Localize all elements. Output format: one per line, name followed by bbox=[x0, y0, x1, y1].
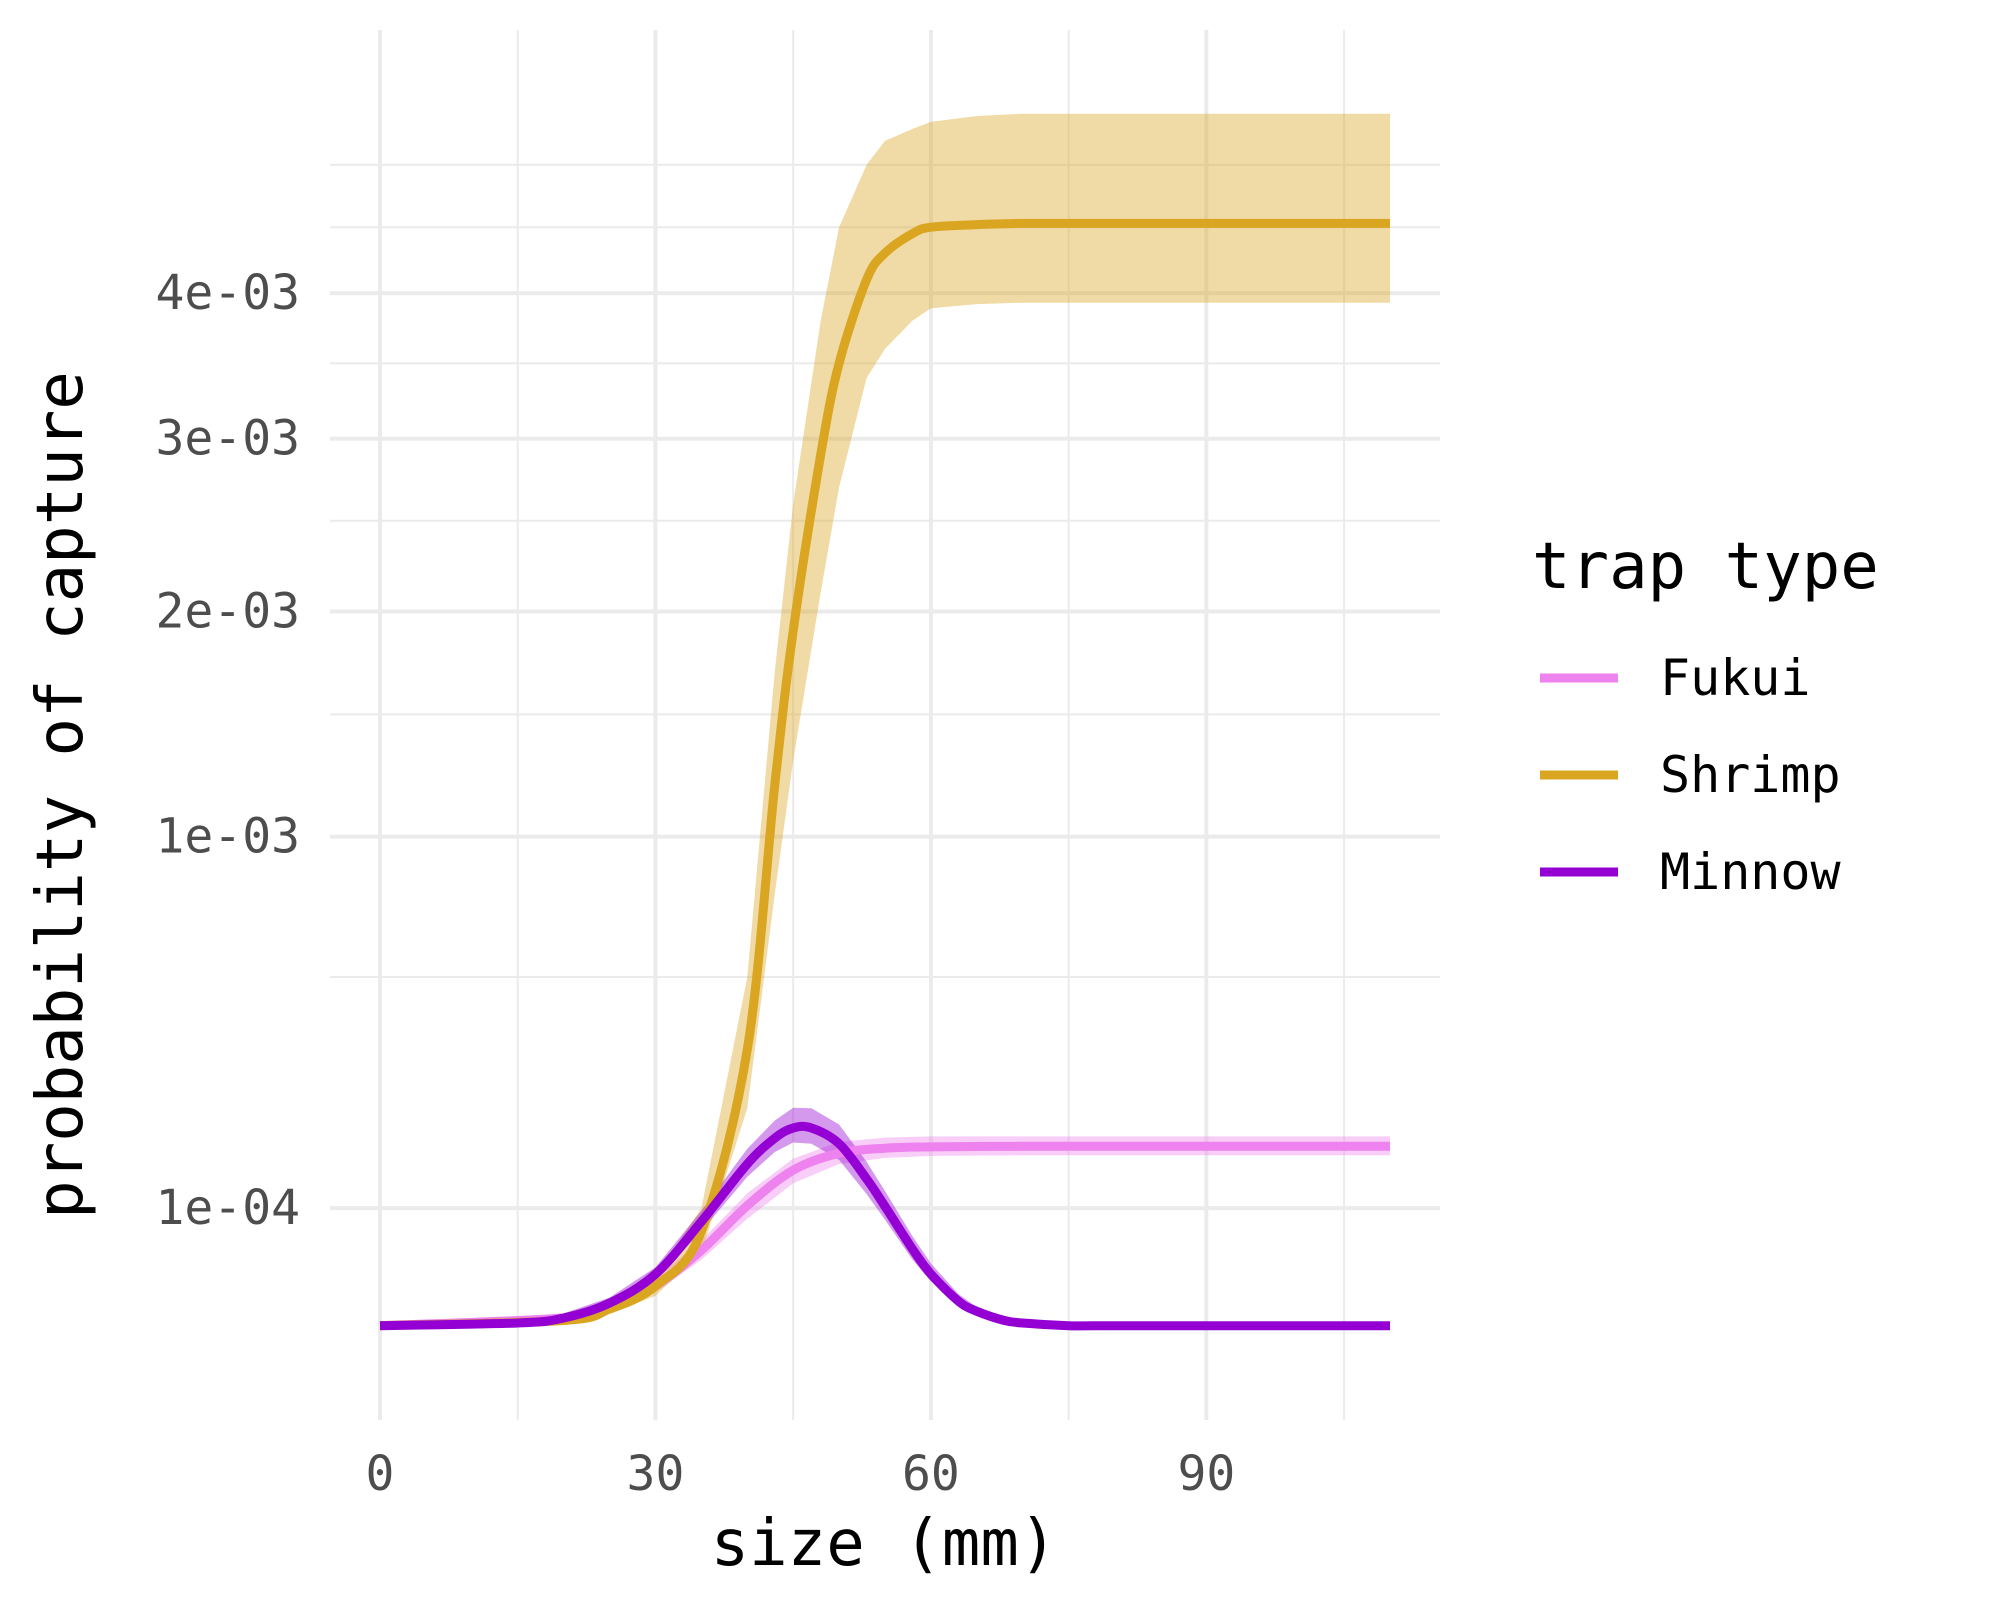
y-tick-label: 1e-04 bbox=[156, 1180, 301, 1236]
y-axis-title: probability of capture bbox=[24, 371, 98, 1219]
grid bbox=[330, 30, 1440, 1420]
legend-label-shrimp: Shrimp bbox=[1660, 746, 1841, 804]
x-tick-label: 30 bbox=[627, 1446, 685, 1502]
y-axis-ticks: 1e-04 1e-03 2e-03 3e-03 4e-03 bbox=[156, 265, 301, 1236]
y-tick-label: 4e-03 bbox=[156, 265, 301, 321]
y-tick-label: 3e-03 bbox=[156, 411, 301, 467]
band-minnow bbox=[380, 1107, 1390, 1326]
x-tick-label: 90 bbox=[1177, 1446, 1235, 1502]
legend-label-fukui: Fukui bbox=[1660, 649, 1811, 707]
confidence-bands bbox=[380, 113, 1390, 1326]
legend-label-minnow: Minnow bbox=[1660, 843, 1842, 901]
legend: trap type Fukui Shrimp Minnow bbox=[1532, 530, 1879, 901]
y-tick-label: 2e-03 bbox=[156, 583, 301, 639]
x-tick-label: 0 bbox=[366, 1446, 395, 1502]
line-minnow bbox=[379, 1121, 1390, 1331]
x-axis-title: size (mm) bbox=[711, 1507, 1058, 1581]
band-shrimp bbox=[380, 113, 1390, 1326]
series-lines bbox=[379, 218, 1390, 1331]
line-shrimp bbox=[379, 218, 1390, 1331]
legend-items: Fukui Shrimp Minnow bbox=[1540, 649, 1842, 901]
legend-title: trap type bbox=[1532, 530, 1879, 604]
x-tick-label: 60 bbox=[902, 1446, 960, 1502]
band-fukui bbox=[380, 1136, 1390, 1326]
line-fukui bbox=[379, 1141, 1390, 1331]
y-tick-label: 1e-03 bbox=[156, 809, 301, 865]
x-axis-ticks: 0 30 60 90 bbox=[366, 1446, 1236, 1502]
